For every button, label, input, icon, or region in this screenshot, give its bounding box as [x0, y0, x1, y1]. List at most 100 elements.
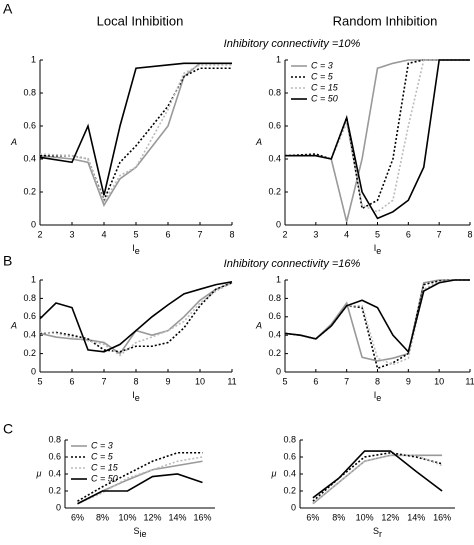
y-tick-label: 0: [31, 366, 36, 376]
y-tick-label: 0.4: [268, 153, 281, 163]
x-label-sub: r: [379, 529, 382, 539]
legend-label: C = 3: [91, 440, 113, 450]
y-tick-label: 0.8: [268, 293, 281, 303]
y-tick-label: 1: [31, 274, 36, 284]
legend-label: C = 50: [91, 473, 118, 483]
y-tick-label: 0.6: [48, 451, 61, 461]
y-axis-label: μ: [271, 468, 277, 478]
x-label-sub: e: [135, 393, 140, 403]
y-tick-label: 0.4: [268, 330, 281, 340]
legend-label: C = 5: [91, 451, 114, 461]
x-tick-label: 3: [69, 229, 74, 239]
x-tick-label: 8: [133, 376, 138, 386]
panel-letter: C: [3, 421, 13, 437]
panel-letter: A: [3, 1, 13, 17]
x-tick-label: 9: [165, 376, 170, 386]
x-tick-label: 7: [437, 229, 442, 239]
series-line: [39, 62, 232, 196]
x-tick-label: 10%: [118, 512, 136, 522]
series-line: [77, 451, 203, 502]
y-axis-label: A: [10, 137, 17, 147]
x-tick-label: 8: [375, 376, 380, 386]
x-tick-label: 6%: [71, 512, 84, 522]
y-tick-label: 0: [31, 219, 36, 229]
series-line: [39, 282, 233, 353]
legend-label: C = 3: [311, 60, 333, 70]
x-tick-label: 16%: [433, 512, 451, 522]
x-label-sub: e: [135, 246, 140, 256]
x-tick-label: 8%: [332, 512, 345, 522]
x-tick-label: 5: [37, 376, 42, 386]
x-tick-label: 16%: [193, 512, 211, 522]
x-axis-label: Ie: [132, 390, 140, 403]
x-label-main: I: [374, 390, 377, 400]
y-axis-label: A: [255, 137, 262, 147]
x-tick-label: 8: [467, 229, 472, 239]
y-tick-label: 0.8: [23, 87, 36, 97]
x-tick-label: 12%: [381, 512, 399, 522]
y-tick-label: 0.2: [23, 186, 36, 196]
y-tick-label: 0: [276, 219, 281, 229]
panel-letter: B: [3, 253, 12, 269]
y-tick-label: 0.6: [268, 311, 281, 321]
x-axis-label: Sie: [133, 526, 146, 539]
series-line: [39, 64, 232, 204]
connectivity-label: Inhibitory connectivity =16%: [224, 258, 361, 270]
y-tick-label: 0.2: [48, 485, 61, 495]
x-tick-label: 2: [37, 229, 42, 239]
x-label-sub: ie: [140, 529, 147, 539]
x-tick-label: 6%: [306, 512, 319, 522]
x-tick-label: 5: [375, 229, 380, 239]
x-tick-label: 5: [133, 229, 138, 239]
x-tick-label: 6: [69, 376, 74, 386]
y-tick-label: 0.2: [23, 348, 36, 358]
x-label-main: S: [133, 526, 139, 536]
series-line: [39, 281, 233, 353]
x-tick-label: 4: [344, 229, 349, 239]
x-axis-label: Ie: [374, 243, 382, 256]
x-tick-label: 4: [101, 229, 106, 239]
x-label-main: I: [132, 243, 135, 253]
x-tick-label: 6: [165, 229, 170, 239]
series-line: [285, 59, 470, 220]
series-line: [284, 279, 470, 354]
series-line: [40, 67, 232, 203]
y-axis-label: A: [255, 320, 262, 330]
y-axis-label: A: [10, 320, 17, 330]
x-tick-label: 5: [282, 376, 287, 386]
series-line: [77, 473, 203, 505]
legend-label: C = 50: [311, 93, 338, 103]
x-tick-label: 10%: [356, 512, 374, 522]
y-tick-label: 0.8: [268, 87, 281, 97]
x-tick-label: 14%: [168, 512, 186, 522]
y-tick-label: 0: [276, 366, 281, 376]
x-tick-label: 3: [313, 229, 318, 239]
series-line: [312, 454, 443, 504]
y-tick-label: 0.2: [268, 348, 281, 358]
y-tick-label: 0.2: [268, 186, 281, 196]
x-label-main: S: [373, 526, 379, 536]
legend-label: C = 15: [311, 82, 339, 92]
y-tick-label: 1: [276, 274, 281, 284]
y-tick-label: 0.2: [283, 485, 296, 495]
x-tick-label: 2: [282, 229, 287, 239]
y-tick-label: 0.6: [268, 120, 281, 130]
y-axis-label: μ: [36, 468, 42, 478]
x-tick-label: 10: [434, 376, 444, 386]
column-title: Local Inhibition: [97, 13, 184, 28]
x-label-main: I: [374, 243, 377, 253]
series-line: [284, 279, 470, 370]
y-tick-label: 0.8: [48, 434, 61, 444]
series-line: [312, 454, 443, 505]
x-tick-label: 6: [406, 229, 411, 239]
x-tick-label: 14%: [407, 512, 425, 522]
x-tick-label: 7: [344, 376, 349, 386]
x-tick-label: 8%: [96, 512, 109, 522]
y-tick-label: 0.6: [23, 120, 36, 130]
x-label-sub: e: [376, 393, 381, 403]
y-tick-label: 0.8: [283, 434, 296, 444]
y-tick-label: 0.6: [283, 451, 296, 461]
y-tick-label: 1: [31, 54, 36, 64]
column-title: Random Inhibition: [333, 13, 438, 28]
series-line: [39, 282, 233, 357]
